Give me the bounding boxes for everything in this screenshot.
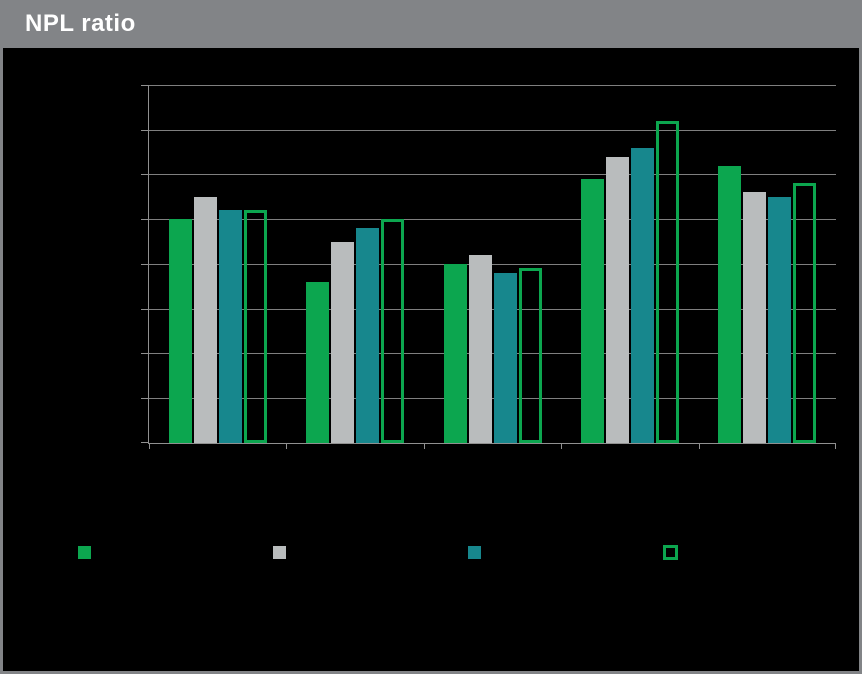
bar-teal — [356, 228, 380, 443]
bar-group — [149, 85, 286, 443]
legend-swatch-teal — [468, 546, 481, 559]
bar-teal — [493, 273, 517, 443]
legend-item — [273, 545, 468, 560]
bar-teal — [630, 148, 654, 443]
bar-teal — [768, 197, 792, 443]
bar-group — [561, 85, 698, 443]
y-axis-tick — [141, 130, 149, 131]
legend-swatch-green-outline — [663, 545, 678, 560]
bar-green — [306, 282, 330, 443]
y-axis-tick — [141, 264, 149, 265]
gridline — [149, 85, 836, 86]
x-axis-tick — [286, 443, 287, 449]
bar-silver — [468, 255, 492, 443]
gridline — [149, 130, 836, 131]
legend-item — [468, 545, 663, 560]
bar-silver — [605, 157, 629, 443]
x-axis-tick — [835, 443, 836, 449]
bar-green-outline — [518, 268, 542, 443]
bar-silver — [193, 197, 217, 443]
bar-silver — [743, 192, 767, 443]
plot-area — [141, 85, 836, 449]
gridline — [149, 309, 836, 310]
x-axis-tick — [424, 443, 425, 449]
bar-green-outline — [655, 121, 679, 443]
gridline — [149, 353, 836, 354]
page-title: NPL ratio — [25, 10, 136, 37]
y-axis-tick — [141, 398, 149, 399]
bar-teal — [218, 210, 242, 443]
gridline — [149, 398, 836, 399]
bar-green — [168, 219, 192, 443]
bar-green — [580, 179, 604, 443]
bar-green-outline — [381, 219, 405, 443]
bar-groups — [149, 85, 836, 443]
y-axis-tick — [141, 442, 149, 443]
bar-group — [699, 85, 836, 443]
legend-item — [78, 545, 273, 560]
bar-green-outline — [793, 183, 817, 443]
bar-silver — [331, 242, 355, 443]
bar-group — [424, 85, 561, 443]
legend — [78, 545, 858, 560]
legend-swatch-green — [78, 546, 91, 559]
bar-green — [443, 264, 467, 443]
chart-panel — [3, 48, 859, 671]
legend-item — [663, 545, 858, 560]
y-axis-tick — [141, 353, 149, 354]
y-axis-tick — [141, 309, 149, 310]
y-axis-tick — [141, 85, 149, 86]
x-axis-tick — [561, 443, 562, 449]
gridline — [149, 264, 836, 265]
bar-green — [718, 166, 742, 443]
legend-swatch-silver — [273, 546, 286, 559]
title-bar: NPL ratio — [0, 0, 862, 48]
y-axis-tick — [141, 174, 149, 175]
gridline — [149, 219, 836, 220]
x-axis-tick — [699, 443, 700, 449]
y-axis-tick — [141, 219, 149, 220]
bar-group — [286, 85, 423, 443]
gridline — [149, 174, 836, 175]
bar-green-outline — [243, 210, 267, 443]
x-axis-tick — [149, 443, 150, 449]
